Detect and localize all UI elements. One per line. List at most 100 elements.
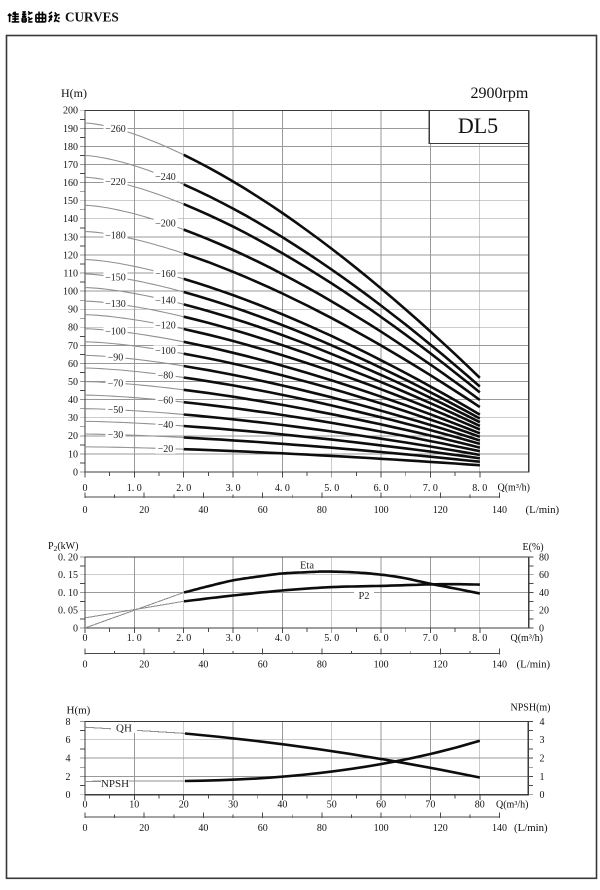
svg-text:40: 40 [68,395,78,406]
svg-text:80: 80 [539,552,549,563]
svg-text:8: 8 [66,717,71,728]
svg-text:100: 100 [63,287,78,298]
svg-text:0. 15: 0. 15 [58,570,78,581]
svg-text:70: 70 [68,341,78,352]
svg-text:−150: −150 [105,273,126,284]
svg-text:Q(m³/h): Q(m³/h) [496,800,528,811]
svg-text:90: 90 [68,305,78,316]
svg-text:8. 0: 8. 0 [472,633,487,644]
svg-text:60: 60 [376,800,386,811]
svg-text:−90: −90 [108,353,124,364]
svg-text:8. 0: 8. 0 [472,483,487,494]
svg-text:E(%): E(%) [523,542,544,553]
svg-text:6: 6 [66,735,71,746]
svg-text:40: 40 [198,823,208,834]
svg-text:−80: −80 [158,370,174,381]
svg-text:P2: P2 [358,591,369,602]
svg-text:120: 120 [433,823,448,834]
svg-text:−140: −140 [155,295,176,306]
svg-text:80: 80 [475,800,485,811]
svg-text:6. 0: 6. 0 [374,483,389,494]
svg-text:50: 50 [68,377,78,388]
svg-text:140: 140 [492,823,507,834]
svg-text:40: 40 [198,659,208,670]
svg-text:−100: −100 [155,346,176,357]
svg-text:2. 0: 2. 0 [176,633,191,644]
svg-text:−100: −100 [105,326,126,337]
svg-text:6. 0: 6. 0 [374,633,389,644]
svg-text:2: 2 [66,772,71,783]
svg-text:−50: −50 [108,405,124,416]
svg-text:7. 0: 7. 0 [423,483,438,494]
svg-text:180: 180 [63,142,78,153]
svg-text:10: 10 [129,800,139,811]
svg-text:3: 3 [540,735,545,746]
svg-text:4: 4 [540,717,545,728]
svg-text:40: 40 [539,588,549,599]
svg-text:DL5: DL5 [458,113,498,138]
svg-text:40: 40 [198,505,208,516]
svg-text:4. 0: 4. 0 [275,633,290,644]
svg-text:3. 0: 3. 0 [226,483,241,494]
svg-text:H(m): H(m) [61,86,87,100]
svg-text:120: 120 [433,505,448,516]
svg-text:0: 0 [83,800,88,811]
svg-text:−260: −260 [105,124,126,135]
svg-text:70: 70 [425,800,435,811]
svg-text:−240: −240 [155,172,176,183]
svg-text:100: 100 [374,659,389,670]
svg-text:CURVES: CURVES [65,9,119,24]
svg-text:7. 0: 7. 0 [423,633,438,644]
svg-text:100: 100 [374,505,389,516]
svg-text:0: 0 [66,790,71,801]
svg-text:190: 190 [63,124,78,135]
svg-text:2. 0: 2. 0 [176,483,191,494]
svg-text:2: 2 [540,754,545,765]
svg-text:60: 60 [539,570,549,581]
svg-text:−20: −20 [158,444,174,455]
svg-text:(L/min): (L/min) [526,504,560,516]
svg-text:200: 200 [63,106,78,117]
svg-text:130: 130 [63,232,78,243]
svg-text:120: 120 [433,659,448,670]
svg-text:60: 60 [258,659,268,670]
svg-text:60: 60 [258,823,268,834]
svg-text:140: 140 [492,505,507,516]
svg-text:−60: −60 [158,396,174,407]
svg-text:0: 0 [83,633,88,644]
svg-text:10: 10 [68,449,78,460]
svg-text:20: 20 [539,606,549,617]
svg-text:3. 0: 3. 0 [226,633,241,644]
svg-text:140: 140 [492,659,507,670]
svg-text:NPSH: NPSH [101,778,129,790]
svg-text:80: 80 [317,659,327,670]
svg-text:5. 0: 5. 0 [324,633,339,644]
svg-text:80: 80 [317,505,327,516]
svg-text:QH: QH [116,723,132,735]
svg-text:−130: −130 [105,299,126,310]
svg-text:−200: −200 [155,219,176,230]
svg-text:−40: −40 [158,420,174,431]
svg-text:110: 110 [63,269,78,280]
svg-text:−30: −30 [108,430,124,441]
svg-text:30: 30 [228,800,238,811]
svg-text:0: 0 [540,790,545,801]
svg-text:0. 05: 0. 05 [58,606,78,617]
svg-text:Q(m³/h): Q(m³/h) [498,482,530,493]
svg-text:0: 0 [83,823,88,834]
svg-text:−220: −220 [105,177,126,188]
svg-text:0: 0 [83,483,88,494]
svg-text:−120: −120 [155,321,176,332]
svg-text:60: 60 [258,505,268,516]
svg-text:160: 160 [63,178,78,189]
svg-text:NPSH(m): NPSH(m) [511,703,551,714]
svg-text:20: 20 [139,659,149,670]
svg-text:2900rpm: 2900rpm [471,85,529,102]
svg-text:(L/min): (L/min) [514,822,548,834]
svg-text:30: 30 [68,413,78,424]
svg-text:Q(m³/h): Q(m³/h) [511,633,543,644]
svg-text:4: 4 [66,754,71,765]
svg-text:0: 0 [83,659,88,670]
svg-text:1. 0: 1. 0 [127,633,142,644]
svg-text:(L/min): (L/min) [517,658,551,670]
